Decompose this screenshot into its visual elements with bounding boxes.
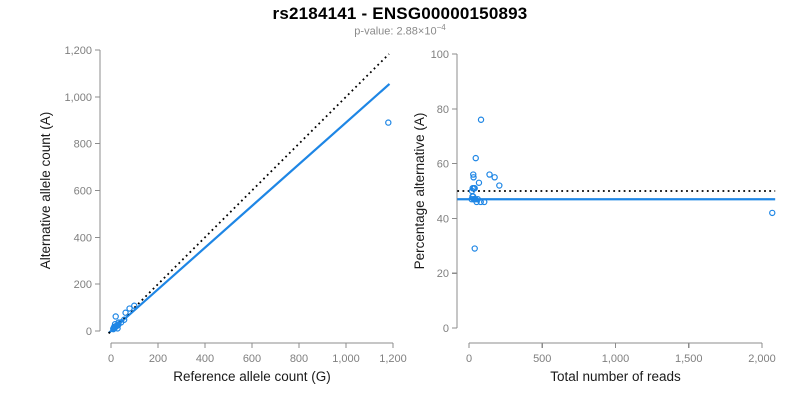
y-tick-label: 80 [437,104,449,116]
x-axis [110,342,394,348]
y-tick-label: 100 [431,49,449,61]
data-point [475,179,483,186]
fitted-line [107,83,391,334]
y-tick-label: 800 [74,139,92,151]
data-points [110,119,392,333]
data-point [477,116,485,123]
y-tick-label: 0 [443,323,449,335]
y-tick-label: 400 [74,232,92,244]
data-point [769,209,776,217]
figure-title: rs2184141 - ENSG00000150893 [272,4,528,23]
y-tick-label: 60 [437,159,449,171]
y-tick-label: 20 [437,268,449,280]
y-axis [95,49,101,332]
y-axis-title: Percentage alternative (A) [412,113,427,270]
p-value-text: p-value: 2.88×10 [354,25,437,38]
x-tick-label: 0 [108,353,114,365]
data-point [112,313,119,320]
identity-line [108,53,390,334]
data-point [471,245,478,252]
y-tick-label: 40 [437,213,449,225]
x-tick-label: 200 [149,353,167,365]
x-tick-label: 1,500 [675,353,703,365]
x-axis [468,342,763,348]
y-tick-label: 200 [74,279,92,291]
data-point [470,174,477,181]
data-point [120,316,128,323]
x-axis-title: Total number of reads [550,369,681,384]
x-tick-label: 1,200 [379,353,407,365]
x-tick-label: 2,000 [748,353,776,365]
data-point [114,325,121,332]
data-point [385,119,392,126]
data-point [496,182,503,189]
x-tick-label: 0 [466,353,472,365]
x-tick-label: 1,000 [602,353,630,365]
data-point [491,174,498,181]
data-points [468,116,776,252]
x-axis-title: Reference allele count (G) [173,369,331,384]
y-axis-title: Alternative allele count (A) [38,112,53,270]
left-plot: 0 200 400 600 800 1,000 1,200 Reference allele … [38,45,407,384]
data-point [481,198,488,206]
x-tick-label: 600 [243,353,261,365]
right-plot: 0 500 1,000 1,500 2,000 Total number of reads… [412,49,776,384]
x-tick-label: 800 [290,353,308,365]
x-tick-label: 500 [533,353,551,365]
data-point [122,309,129,316]
y-tick-label: 0 [86,326,92,338]
data-point [477,198,484,206]
y-tick-label: 1,200 [64,45,92,57]
y-tick-label: 1,000 [64,92,92,104]
data-point [486,171,493,178]
x-tick-label: 400 [196,353,214,365]
y-tick-label: 600 [74,186,92,198]
x-tick-label: 1,000 [332,353,360,365]
data-point [470,171,477,178]
y-axis [452,53,458,329]
p-value-exponent: −4 [436,23,446,32]
data-point [472,154,479,162]
data-point [131,302,138,309]
data-point [126,305,133,312]
p-value-subtitle: p-value: 2.88×10−4 [0,23,800,38]
